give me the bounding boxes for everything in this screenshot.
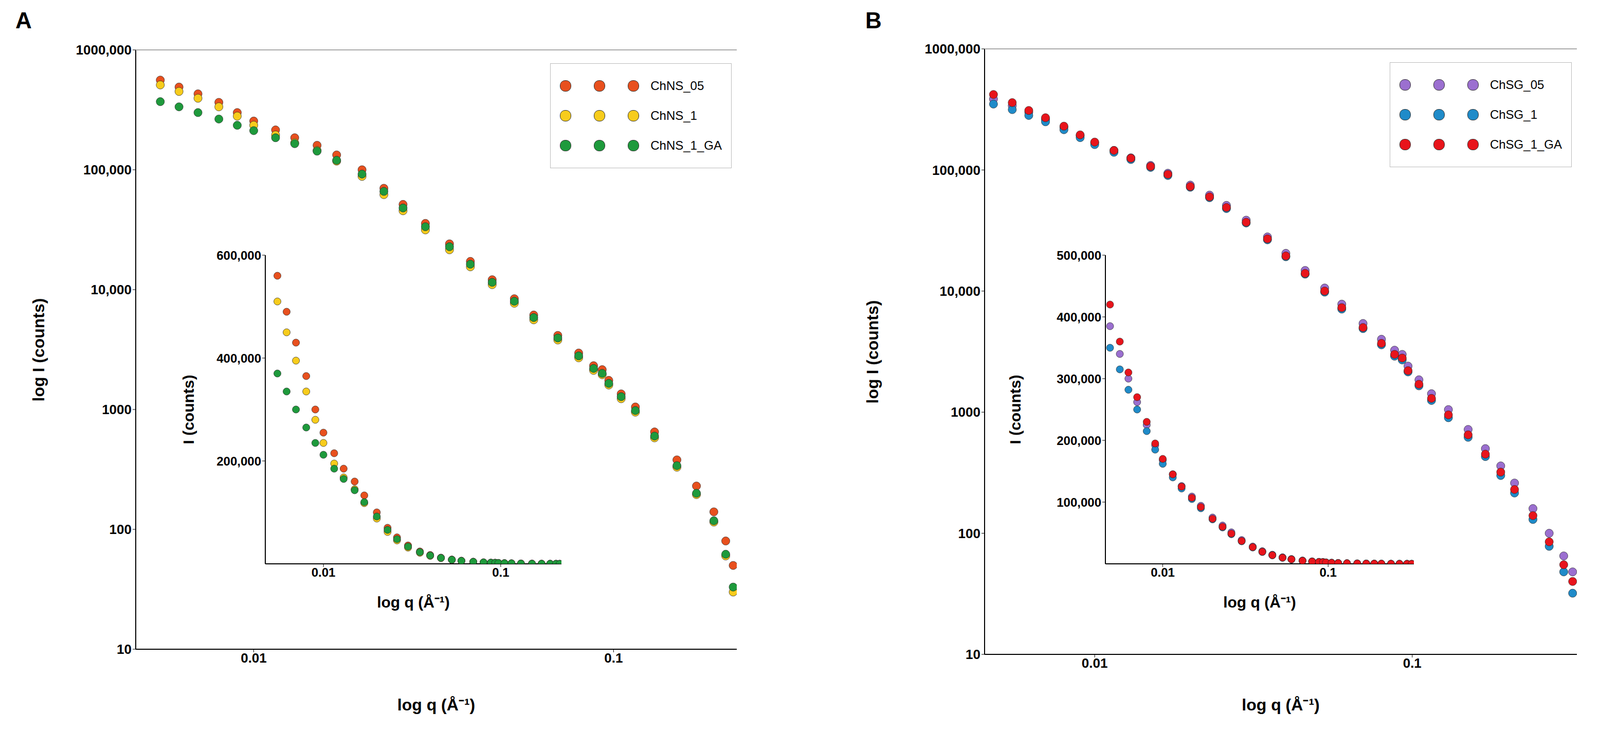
html-text:log I (counts): log I (counts) bbox=[29, 297, 48, 401]
html-text:ChNS_1: ChNS_1 bbox=[650, 108, 698, 123]
svg-text:0.01: 0.01 bbox=[240, 649, 267, 666]
svg-text:100: 100 bbox=[958, 525, 981, 541]
svg-text:100,000: 100,000 bbox=[83, 161, 132, 178]
svg-text:0.1: 0.1 bbox=[604, 649, 623, 666]
svg-text:1000: 1000 bbox=[950, 404, 981, 420]
html-text:ChNS_1_GA: ChNS_1_GA bbox=[650, 138, 722, 153]
svg-text:400,000: 400,000 bbox=[1056, 310, 1102, 324]
html-text:ChSG_1_GA: ChSG_1_GA bbox=[1489, 137, 1562, 152]
svg-text:0.01: 0.01 bbox=[1081, 655, 1108, 671]
html-text:log q (Å⁻¹): log q (Å⁻¹) bbox=[1241, 695, 1320, 714]
svg-text:100,000: 100,000 bbox=[1056, 495, 1102, 509]
svg-text:0.1: 0.1 bbox=[1403, 655, 1422, 671]
html-text:B: B bbox=[865, 7, 882, 33]
svg-text:0.01: 0.01 bbox=[1150, 565, 1175, 579]
html-text:log q (Å⁻¹): log q (Å⁻¹) bbox=[376, 593, 450, 611]
svg-text:100: 100 bbox=[109, 521, 132, 537]
svg-text:10,000: 10,000 bbox=[939, 283, 981, 299]
html-text:log q (Å⁻¹): log q (Å⁻¹) bbox=[397, 695, 476, 714]
svg-text:1000,000: 1000,000 bbox=[76, 42, 132, 58]
svg-text:300,000: 300,000 bbox=[1056, 371, 1102, 386]
html-text:ChNS_05: ChNS_05 bbox=[650, 78, 705, 93]
svg-text:0.01: 0.01 bbox=[311, 565, 336, 579]
svg-text:1000: 1000 bbox=[101, 401, 132, 417]
svg-text:200,000: 200,000 bbox=[216, 453, 262, 468]
html-text:A: A bbox=[15, 7, 32, 33]
html-text:I (counts): I (counts) bbox=[179, 374, 197, 444]
html-text:log q (Å⁻¹): log q (Å⁻¹) bbox=[1223, 593, 1297, 611]
svg-text:10: 10 bbox=[116, 641, 132, 657]
svg-text:1000,000: 1000,000 bbox=[924, 41, 981, 57]
html-text:log I (counts): log I (counts) bbox=[863, 299, 882, 404]
svg-text:200,000: 200,000 bbox=[1056, 433, 1102, 448]
html-text:I (counts): I (counts) bbox=[1006, 374, 1024, 444]
svg-text:10,000: 10,000 bbox=[90, 281, 132, 298]
svg-text:10: 10 bbox=[965, 646, 981, 662]
svg-text:0.1: 0.1 bbox=[492, 565, 509, 579]
svg-text:500,000: 500,000 bbox=[1056, 248, 1102, 263]
html-text:ChSG_1: ChSG_1 bbox=[1489, 107, 1538, 122]
svg-text:100,000: 100,000 bbox=[932, 162, 981, 178]
svg-text:0.1: 0.1 bbox=[1319, 565, 1337, 579]
svg-text:600,000: 600,000 bbox=[216, 248, 262, 263]
html-text:ChSG_05: ChSG_05 bbox=[1489, 77, 1545, 92]
svg-text:400,000: 400,000 bbox=[216, 351, 262, 366]
